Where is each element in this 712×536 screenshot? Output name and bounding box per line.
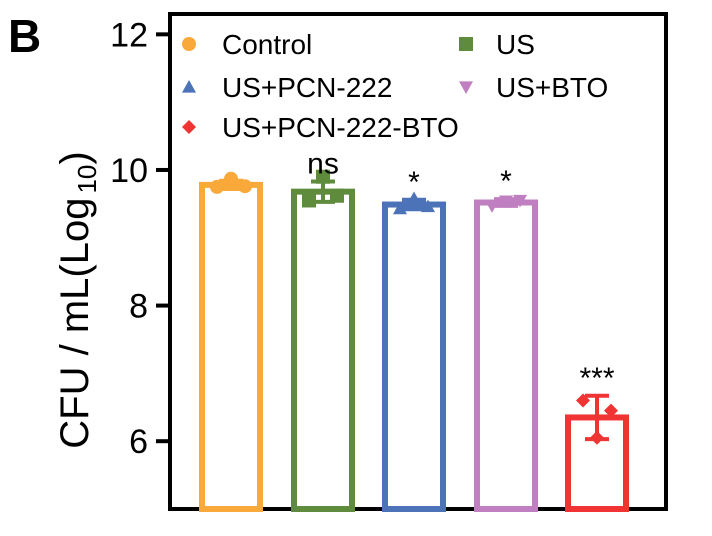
data-point (499, 195, 513, 209)
data-point (576, 393, 590, 408)
data-point (330, 188, 344, 203)
legend-marker (182, 37, 196, 51)
legend-entry: US+PCN-222-BTO (222, 112, 459, 143)
panel-label: B (8, 10, 41, 62)
legend-marker (182, 80, 196, 93)
bar-1 (199, 181, 263, 512)
data-point (302, 193, 316, 208)
legend-entry: US (496, 29, 535, 60)
data-point (393, 201, 407, 215)
y-tick-label: 10 (110, 152, 148, 190)
y-tick-label: 6 (129, 423, 148, 461)
data-point (604, 403, 618, 418)
data-point (590, 430, 604, 445)
data-point (513, 194, 527, 208)
y-tick-label: 8 (129, 288, 148, 326)
data-point (238, 179, 252, 194)
data-point (485, 200, 499, 213)
bar-4 (474, 199, 538, 513)
y-tick-label: 12 (110, 16, 148, 54)
significance-label: *** (579, 362, 614, 395)
significance-label: * (408, 166, 420, 199)
annotations: ns* **** (307, 147, 615, 394)
legend-entry: US+BTO (496, 72, 608, 103)
significance-label: * (500, 165, 512, 198)
legend: Control US US+PCN-222 US+BTO US+PCN-222-BTO (182, 29, 608, 143)
legend-marker (182, 120, 196, 134)
data-point (224, 171, 238, 186)
bar-3 (382, 201, 446, 512)
data-point (407, 191, 421, 205)
legend-entry: Control (222, 29, 312, 60)
bars (199, 169, 629, 513)
data-point (210, 179, 224, 194)
bar-2 (291, 188, 355, 512)
data-point (421, 199, 435, 213)
legend-marker (459, 37, 473, 51)
legend-marker (459, 81, 473, 94)
significance-label: ns (307, 147, 339, 180)
data-point (316, 169, 330, 184)
legend-entry: US+PCN-222 (222, 72, 392, 103)
y-axis: 6 8 10 12 (110, 16, 170, 461)
y-axis-label: CFU / mL(Log10) (53, 151, 102, 448)
